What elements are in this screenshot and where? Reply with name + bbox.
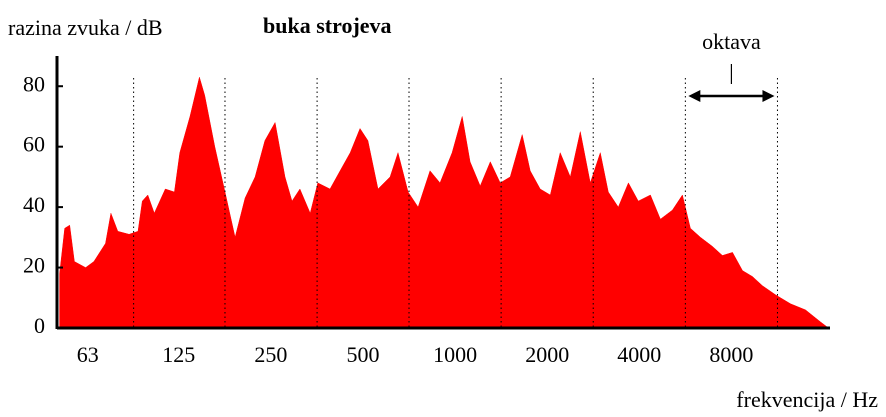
chart-title: buka strojeva [263, 13, 392, 38]
x-tick-label: 4000 [617, 342, 661, 367]
x-tick-label: 125 [162, 342, 195, 367]
x-tick-label: 2000 [525, 342, 569, 367]
y-tick-label: 60 [23, 132, 45, 157]
y-tick-label: 80 [23, 71, 45, 96]
x-tick-label: 63 [77, 342, 99, 367]
x-axis-label: frekvencija / Hz [736, 387, 878, 412]
x-tick-label: 1000 [433, 342, 477, 367]
y-tick-label: 0 [34, 313, 45, 338]
arrow-head [762, 90, 775, 102]
y-tick-label: 20 [23, 253, 45, 278]
x-tick-label: 500 [346, 342, 379, 367]
arrow-head [688, 90, 701, 102]
area [59, 76, 830, 329]
x-tick-label: 250 [254, 342, 287, 367]
y-axis-label: razina zvuka / dB [8, 15, 163, 40]
y-tick-label: 40 [23, 192, 45, 217]
annotation: oktava [702, 29, 761, 54]
x-tick-label: 8000 [709, 342, 753, 367]
